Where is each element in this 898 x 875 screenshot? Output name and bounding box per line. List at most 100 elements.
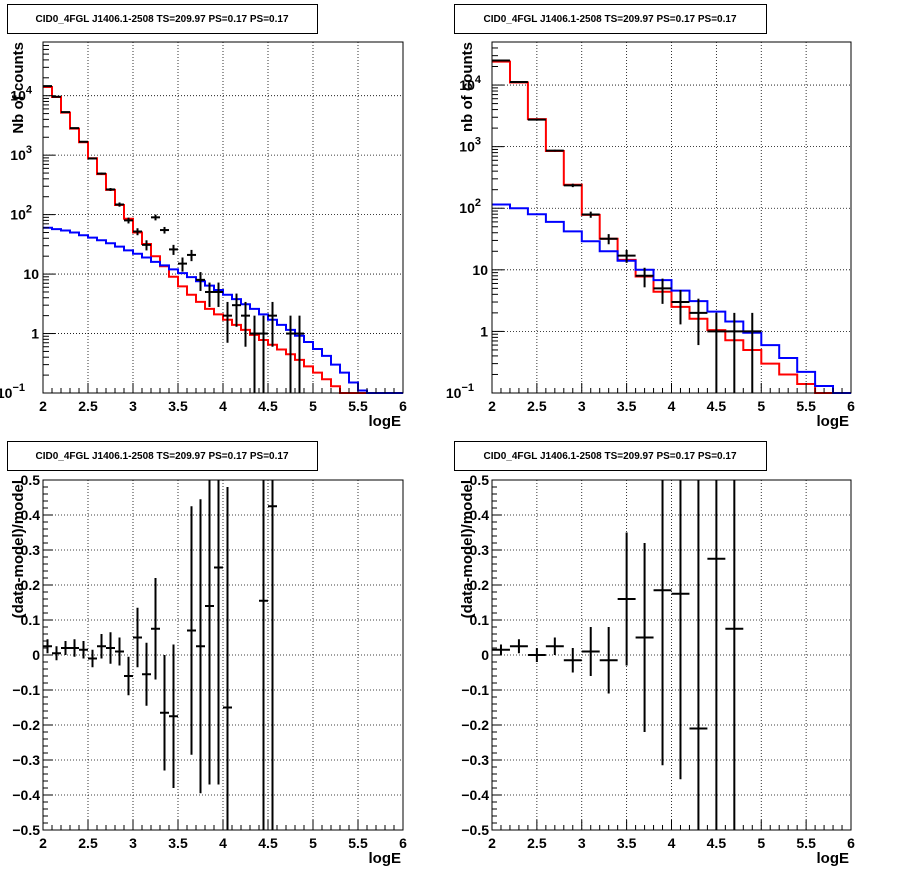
y-tick-label: 0.4 [470, 507, 490, 523]
data-point [70, 127, 79, 130]
data-point [88, 649, 97, 668]
y-tick-label: 1 [480, 323, 488, 339]
x-tick-label: 3 [129, 398, 137, 414]
y-tick-label: −0.4 [12, 787, 40, 803]
data-point [187, 249, 196, 262]
y-tick-base: 10 [10, 147, 26, 163]
y-tick-label: 0.5 [470, 472, 490, 488]
y-tick-base: 10 [23, 266, 39, 282]
data-point [133, 228, 142, 236]
y-tick-label: 103 [10, 144, 32, 163]
x-tick-label: 2 [488, 398, 496, 414]
data-point [509, 81, 528, 84]
data-point [142, 642, 151, 706]
y-tick-label: −0.1 [12, 682, 40, 698]
y-tick-base: 10 [459, 139, 475, 155]
x-tick-label: 2 [39, 835, 47, 851]
x-tick-label: 3.5 [617, 835, 637, 851]
data-point [617, 532, 636, 666]
x-tick-label: 4 [219, 835, 227, 851]
title-box [454, 4, 767, 34]
chart-panel-3: CID0_4FGL J1406.1-2508 TS=209.97 PS=0.17… [7, 441, 407, 867]
y-tick-label: 10 [23, 266, 39, 282]
data-point [545, 149, 564, 152]
data-point [97, 172, 106, 175]
y-tick-label: 0.5 [21, 472, 41, 488]
series-2-line [43, 226, 403, 394]
data-point [160, 655, 169, 771]
x-tick-label: 6 [847, 835, 855, 851]
y-tick-label: 104 [10, 85, 33, 104]
data-point [268, 301, 277, 347]
y-tick-label: 0.2 [470, 577, 490, 593]
series-2-line [492, 203, 851, 394]
y-tick-exponent: 4 [26, 85, 33, 97]
y-tick-label: 0.1 [470, 612, 490, 628]
y-tick-base: 1 [31, 326, 39, 342]
x-tick-label: 3.5 [168, 398, 188, 414]
chart-panel-4: CID0_4FGL J1406.1-2508 TS=209.97 PS=0.17… [454, 441, 855, 867]
x-tick-label: 6 [399, 398, 407, 414]
y-tick-exponent: −1 [461, 382, 474, 394]
y-tick-base: 10 [446, 385, 462, 401]
data-point [43, 639, 52, 654]
data-point [43, 85, 52, 88]
data-point [527, 118, 546, 121]
data-point [187, 506, 196, 755]
data-point [492, 644, 510, 655]
data-point [725, 480, 744, 830]
chart-title: CID0_4FGL J1406.1-2508 TS=209.97 PS=0.17… [483, 14, 736, 25]
chart-title: CID0_4FGL J1406.1-2508 TS=209.97 PS=0.17… [35, 451, 288, 462]
x-tick-label: 4 [668, 835, 676, 851]
data-point [196, 272, 205, 291]
x-axis-label: logE [817, 850, 850, 867]
data-point [259, 480, 268, 830]
data-point [205, 480, 214, 785]
data-point [115, 202, 124, 207]
y-tick-label: 0.2 [21, 577, 41, 593]
data-point [635, 267, 654, 288]
x-tick-label: 4.5 [258, 835, 278, 851]
y-tick-label: 0 [481, 647, 489, 663]
data-point [160, 226, 169, 234]
x-tick-label: 5.5 [348, 835, 368, 851]
y-tick-exponent: 2 [26, 204, 32, 216]
data-point [214, 282, 223, 307]
data-point [617, 249, 636, 263]
data-point [214, 480, 223, 785]
data-point [563, 183, 582, 188]
y-tick-label: 10−1 [0, 382, 25, 401]
data-point [689, 298, 708, 346]
x-tick-label: 2.5 [78, 398, 98, 414]
y-tick-exponent: 4 [475, 74, 482, 86]
data-point [88, 157, 97, 160]
data-point [52, 95, 61, 98]
x-tick-label: 6 [847, 398, 855, 414]
data-point [581, 211, 600, 218]
data-point [509, 639, 528, 654]
x-tick-label: 2 [39, 398, 47, 414]
x-tick-label: 2.5 [527, 835, 547, 851]
data-point [169, 244, 178, 255]
y-tick-label: 0 [32, 647, 40, 663]
y-tick-base: 10 [0, 385, 13, 401]
data-point [653, 480, 672, 766]
y-tick-base: 10 [10, 88, 26, 104]
data-point [70, 639, 79, 657]
data-point [250, 315, 259, 393]
x-tick-label: 2.5 [527, 398, 547, 414]
data-point [527, 648, 546, 662]
y-tick-label: 102 [10, 204, 32, 223]
x-tick-label: 3 [578, 398, 586, 414]
y-tick-label: 102 [459, 197, 481, 216]
y-tick-label: −0.2 [12, 717, 40, 733]
y-axis-label: nb of counts [459, 42, 476, 132]
x-axis-label: logE [369, 850, 402, 867]
data-point [151, 578, 160, 680]
x-tick-label: 3 [129, 835, 137, 851]
x-axis-label: logE [369, 413, 402, 430]
y-tick-label: −0.4 [461, 787, 489, 803]
y-tick-label: 10−1 [446, 382, 474, 401]
data-point [142, 240, 151, 251]
data-point [61, 111, 70, 114]
